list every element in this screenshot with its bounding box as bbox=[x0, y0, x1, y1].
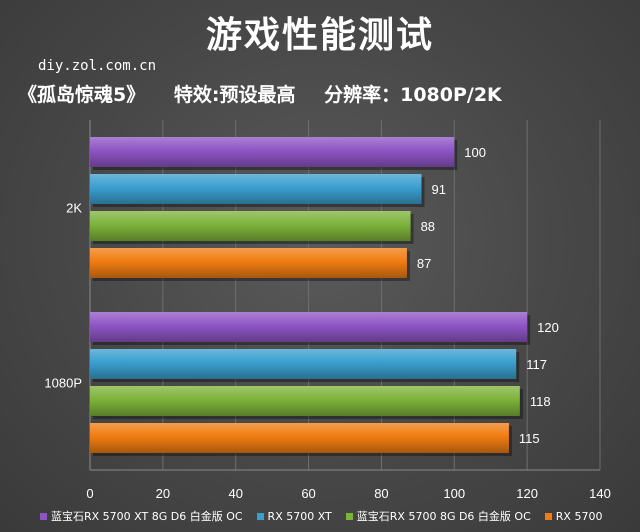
bar bbox=[90, 386, 520, 416]
chart-title: 游戏性能测试 bbox=[205, 15, 434, 56]
category-label: 1080P bbox=[44, 376, 82, 391]
legend-label: RX 5700 bbox=[555, 509, 603, 523]
data-label: 88 bbox=[421, 219, 435, 234]
legend-item: RX 5700 bbox=[544, 509, 603, 523]
legend-label: RX 5700 XT bbox=[267, 509, 332, 523]
bar-chart: 0 20 40 60 80 100 120 140 2K 1080P 100 91 88 87 120 11… bbox=[44, 120, 611, 501]
subtitle-effect: 特效:预设最高 bbox=[173, 84, 296, 106]
legend-item: 蓝宝石RX 5700 8G D6 白金版 OC bbox=[345, 508, 531, 524]
data-label: 120 bbox=[537, 320, 559, 335]
bar bbox=[90, 349, 517, 379]
chart-legend: 蓝宝石RX 5700 XT 8G D6 白金版 OC RX 5700 XT 蓝宝石R… bbox=[40, 505, 640, 527]
legend-swatch bbox=[40, 512, 47, 520]
legend-label: 蓝宝石RX 5700 8G D6 白金版 OC bbox=[356, 510, 531, 523]
legend-label: 蓝宝石RX 5700 XT 8G D6 白金版 OC bbox=[51, 510, 243, 523]
data-label: 118 bbox=[530, 394, 551, 409]
legend-item: RX 5700 XT bbox=[256, 509, 332, 523]
data-label: 115 bbox=[519, 431, 540, 446]
x-tick-label: 120 bbox=[516, 486, 538, 501]
data-label: 117 bbox=[526, 357, 547, 372]
data-label: 100 bbox=[464, 145, 486, 160]
bar bbox=[90, 174, 422, 204]
legend-swatch bbox=[256, 512, 264, 520]
x-tick-label: 60 bbox=[301, 486, 315, 501]
legend-item: 蓝宝石RX 5700 XT 8G D6 白金版 OC bbox=[40, 508, 243, 524]
data-labels: 100 91 88 87 120 117 118 115 bbox=[417, 145, 559, 446]
category-label: 2K bbox=[66, 201, 82, 216]
site-url: diy.zol.com.cn bbox=[38, 58, 157, 74]
x-tick-label: 100 bbox=[443, 486, 465, 501]
subtitle-resolution: 分辨率：1080P/2K bbox=[324, 84, 502, 106]
x-tick-label: 40 bbox=[228, 486, 242, 501]
legend-swatch bbox=[544, 512, 552, 520]
x-tick-label: 80 bbox=[374, 486, 388, 501]
x-tick-label: 140 bbox=[589, 486, 611, 501]
bar bbox=[90, 312, 528, 342]
bar bbox=[90, 211, 411, 241]
bar bbox=[90, 423, 509, 453]
bars bbox=[90, 137, 531, 456]
bar bbox=[90, 248, 407, 278]
x-tick-label: 20 bbox=[156, 486, 170, 501]
data-label: 87 bbox=[417, 256, 431, 271]
x-tick-label: 0 bbox=[86, 486, 93, 501]
chart-subtitle: 《孤岛惊魂5》 特效:预设最高 分辨率：1080P/2K bbox=[18, 80, 524, 107]
legend-swatch bbox=[345, 512, 353, 520]
subtitle-game: 《孤岛惊魂5》 bbox=[18, 84, 146, 106]
data-label: 91 bbox=[432, 182, 446, 197]
bar bbox=[90, 137, 455, 167]
